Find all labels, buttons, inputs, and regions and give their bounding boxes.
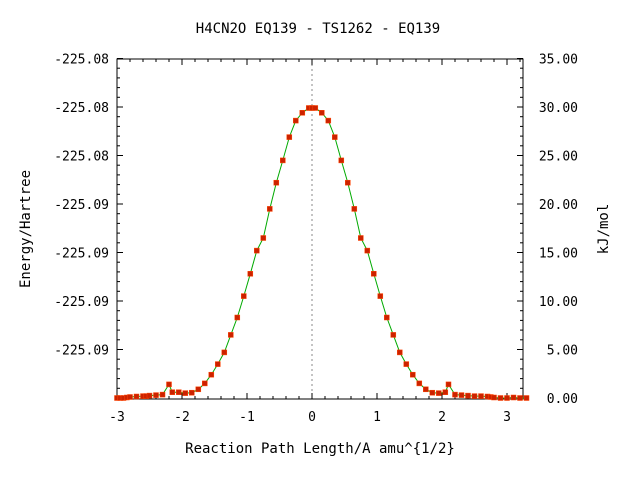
y-axis-left-label: Energy/Hartree — [18, 170, 34, 288]
x-tick-label: -3 — [109, 410, 125, 425]
x-tick-label: -1 — [239, 410, 255, 425]
data-point — [247, 271, 254, 277]
data-point — [497, 395, 504, 401]
data-point — [377, 293, 384, 299]
data-point — [410, 371, 416, 378]
data-point — [351, 206, 358, 212]
data-point — [403, 361, 410, 367]
y-right-tick-label: 30.00 — [539, 101, 578, 116]
data-point — [358, 235, 364, 241]
x-tick-label: 3 — [503, 410, 511, 425]
data-point — [299, 110, 306, 116]
data-point — [195, 386, 202, 393]
data-point — [452, 391, 458, 398]
data-point — [159, 391, 166, 398]
data-point — [364, 247, 371, 254]
energy-curve — [117, 107, 527, 399]
data-point — [133, 393, 140, 400]
data-point — [319, 110, 325, 116]
x-axis-label: Reaction Path Length/A amu^{1/2} — [185, 441, 455, 457]
data-point — [442, 389, 449, 395]
data-point — [471, 393, 478, 399]
y-left-tick-label: -225.09 — [54, 198, 109, 213]
data-point — [286, 134, 293, 140]
data-point — [267, 206, 273, 212]
y-left-tick-label: -225.08 — [54, 150, 109, 165]
data-point — [260, 235, 267, 241]
data-point — [523, 395, 530, 401]
data-point — [234, 314, 241, 321]
x-tick-label: 1 — [373, 410, 381, 425]
data-point — [280, 157, 286, 164]
y-right-tick-label: 5.00 — [547, 344, 578, 359]
data-point — [228, 332, 234, 338]
y-left-tick-label: -225.09 — [54, 247, 109, 262]
data-points — [114, 105, 530, 401]
y-right-tick-label: 15.00 — [539, 247, 578, 262]
plot-frame — [116, 58, 524, 400]
data-point — [423, 386, 429, 393]
y-right-tick-label: 20.00 — [539, 198, 578, 213]
y-right-tick-label: 25.00 — [539, 150, 578, 165]
x-tick-label: 2 — [438, 410, 446, 425]
y-right-tick-label: 0.00 — [547, 392, 578, 407]
data-point — [166, 381, 172, 388]
data-point — [332, 134, 338, 140]
y-left-tick-label: -225.08 — [54, 101, 109, 116]
data-point — [312, 105, 319, 111]
y-right-tick-label: 35.00 — [539, 53, 578, 68]
data-point — [241, 293, 247, 299]
data-point — [338, 157, 345, 164]
data-point — [221, 349, 228, 356]
y-left-tick-label: -225.08 — [54, 53, 109, 68]
y-right-tick-label: 10.00 — [539, 295, 578, 310]
data-point — [491, 394, 497, 401]
data-point — [169, 389, 176, 395]
data-point — [189, 389, 195, 396]
y-axis-right-label: kJ/mol — [596, 204, 612, 255]
data-point — [510, 394, 517, 401]
tick-labels: -3 -2 -1 0 1 2 3 -225.08 -225.08 -225.08 -225.09 -2… — [54, 53, 578, 426]
data-point — [384, 314, 390, 321]
data-point — [371, 271, 377, 277]
data-point — [293, 117, 299, 124]
y-left-tick-label: -225.09 — [54, 295, 109, 310]
data-point — [458, 392, 465, 398]
data-point — [254, 247, 260, 254]
x-tick-label: 0 — [308, 410, 316, 425]
data-point — [208, 371, 215, 378]
x-tick-label: -2 — [174, 410, 190, 425]
data-point — [445, 381, 452, 388]
data-point — [325, 117, 332, 124]
data-point — [127, 394, 133, 400]
data-point — [517, 395, 523, 401]
data-point — [478, 393, 484, 399]
data-point — [273, 179, 280, 186]
chart-title: H4CN2O EQ139 - TS1262 - EQ139 — [196, 21, 440, 37]
y-left-tick-label: -225.09 — [54, 344, 109, 359]
data-point — [465, 392, 471, 399]
data-point — [504, 395, 510, 401]
data-point — [436, 390, 442, 396]
tick-marks — [116, 58, 523, 399]
data-point — [397, 349, 403, 356]
data-point — [176, 389, 182, 395]
data-point — [146, 392, 153, 399]
data-point — [153, 392, 159, 398]
data-point — [429, 389, 436, 396]
data-point — [202, 380, 208, 387]
data-point — [416, 380, 423, 387]
data-point — [390, 332, 397, 338]
data-point — [215, 361, 221, 367]
data-point — [182, 390, 189, 396]
data-point — [345, 179, 351, 186]
